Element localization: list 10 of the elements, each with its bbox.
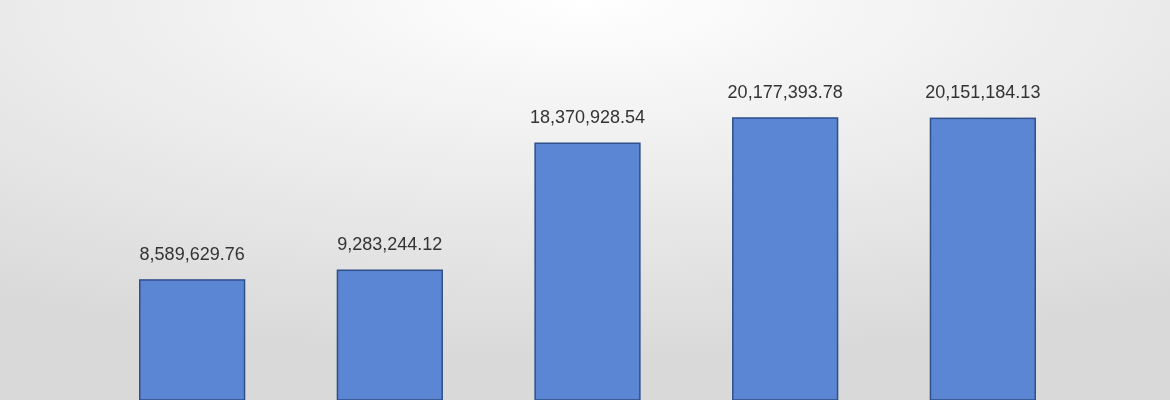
bar <box>534 142 641 400</box>
data-label: 20,151,184.13 <box>925 82 1041 103</box>
data-label: 20,177,393.78 <box>727 82 843 102</box>
bar <box>929 117 1036 400</box>
bar <box>139 279 246 400</box>
data-label: 8,589,629.76 <box>139 243 245 264</box>
data-label: 18,370,928.54 <box>529 107 646 128</box>
bar <box>732 117 839 400</box>
bar <box>336 269 443 400</box>
data-label: 9,283,244.12 <box>337 234 443 255</box>
